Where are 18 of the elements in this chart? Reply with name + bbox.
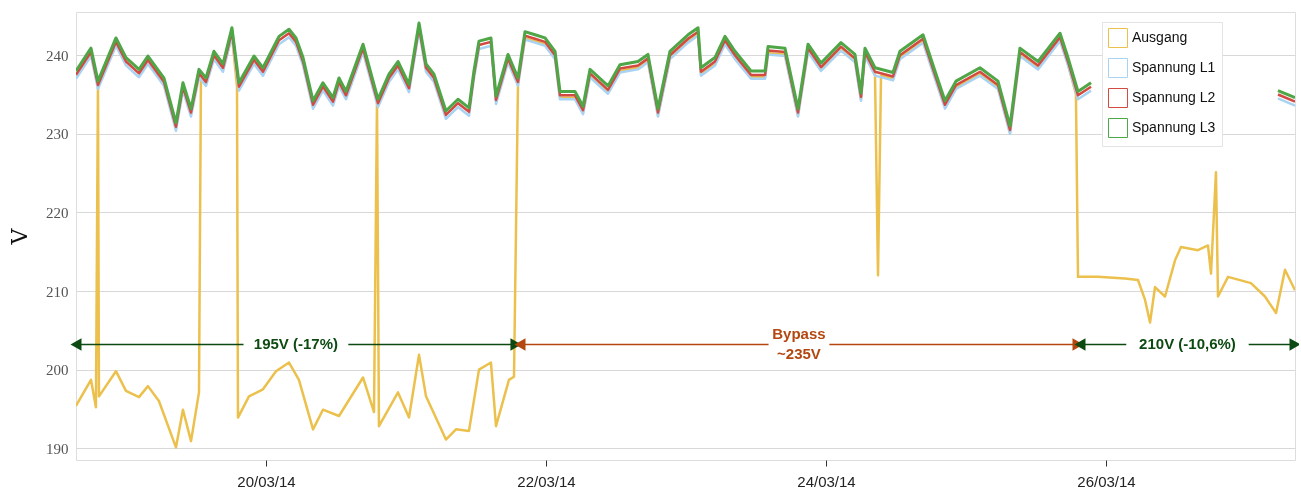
annotation: 195V (-17%) — [253, 335, 339, 353]
y-tick-label: 220 — [46, 204, 69, 221]
y-tick-label: 190 — [46, 440, 69, 457]
annotation: Bypass ~235V — [772, 325, 826, 363]
x-tick-label: 22/03/14 — [517, 472, 576, 490]
y-tick-label: 240 — [46, 47, 69, 64]
x-tick-label: 26/03/14 — [1077, 472, 1136, 490]
x-tick-label: 20/03/14 — [237, 472, 296, 490]
legend-label: Spannung L1 — [1132, 59, 1216, 75]
y-axis-title: V — [7, 227, 32, 246]
y-tick-label: 200 — [46, 362, 69, 379]
legend-label: Ausgang — [1132, 29, 1188, 45]
y-tick-label: 230 — [46, 126, 69, 143]
y-tick-label: 210 — [46, 283, 69, 300]
annotation: 210V (-10,6%) — [1139, 335, 1236, 353]
legend-label: Spannung L2 — [1132, 89, 1216, 105]
x-tick-label: 24/03/14 — [797, 472, 856, 490]
legend-label: Spannung L3 — [1132, 119, 1216, 135]
